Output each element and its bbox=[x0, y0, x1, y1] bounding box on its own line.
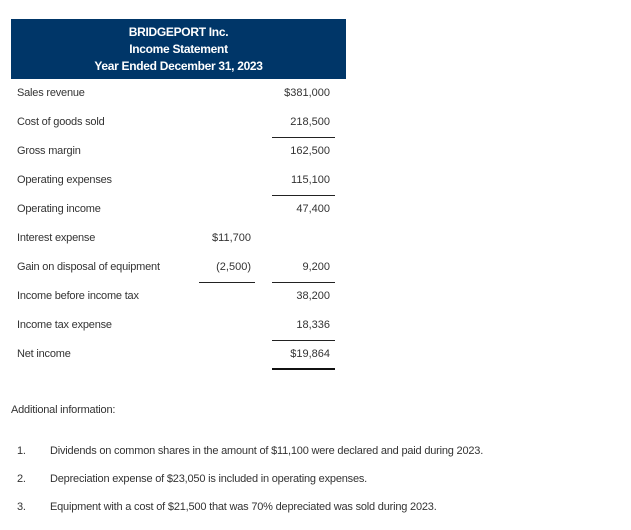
row-cost-of-goods-sold: Cost of goods sold 218,500 bbox=[0, 116, 360, 132]
subtotal-rule bbox=[272, 137, 335, 138]
item-number: 3. bbox=[17, 501, 26, 513]
row-total: $381,000 bbox=[284, 87, 330, 99]
row-label: Net income bbox=[17, 348, 71, 360]
statement-title: Income Statement bbox=[129, 42, 228, 56]
subtotal-rule bbox=[272, 195, 335, 196]
row-label: Gain on disposal of equipment bbox=[17, 261, 160, 273]
row-gain-on-disposal: Gain on disposal of equipment (2,500) 9,… bbox=[0, 261, 360, 277]
final-total-rule bbox=[272, 368, 335, 370]
row-operating-income: Operating income 47,400 bbox=[0, 203, 360, 219]
row-total: 47,400 bbox=[296, 203, 330, 215]
row-total: 115,100 bbox=[291, 174, 330, 186]
row-label: Operating expenses bbox=[17, 174, 112, 186]
item-number: 2. bbox=[17, 473, 26, 485]
row-total: 162,500 bbox=[290, 145, 330, 157]
row-total: 38,200 bbox=[296, 290, 330, 302]
additional-info-title: Additional information: bbox=[11, 404, 116, 416]
row-detail: (2,500) bbox=[216, 261, 251, 273]
row-label: Cost of goods sold bbox=[17, 116, 105, 128]
row-label: Income before income tax bbox=[17, 290, 139, 302]
item-text: Equipment with a cost of $21,500 that wa… bbox=[50, 501, 437, 513]
row-income-before-tax: Income before income tax 38,200 bbox=[0, 290, 360, 306]
item-text: Dividends on common shares in the amount… bbox=[50, 445, 484, 457]
row-sales-revenue: Sales revenue $381,000 bbox=[0, 87, 360, 103]
row-detail: $11,700 bbox=[212, 232, 251, 244]
row-total: $19,864 bbox=[290, 348, 330, 360]
statement-header: BRIDGEPORT Inc. Income Statement Year En… bbox=[11, 19, 346, 79]
subtotal-rule bbox=[272, 282, 335, 283]
row-total: 218,500 bbox=[290, 116, 330, 128]
statement-period: Year Ended December 31, 2023 bbox=[94, 59, 263, 73]
item-number: 1. bbox=[17, 445, 26, 457]
subtotal-rule bbox=[272, 340, 335, 341]
row-gross-margin: Gross margin 162,500 bbox=[0, 145, 360, 161]
row-total: 9,200 bbox=[302, 261, 330, 273]
row-total: 18,336 bbox=[296, 319, 330, 331]
row-interest-expense: Interest expense $11,700 bbox=[0, 232, 360, 248]
row-label: Interest expense bbox=[17, 232, 96, 244]
row-label: Gross margin bbox=[17, 145, 81, 157]
row-operating-expenses: Operating expenses 115,100 bbox=[0, 174, 360, 190]
item-text: Depreciation expense of $23,050 is inclu… bbox=[50, 473, 368, 485]
row-net-income: Net income $19,864 bbox=[0, 348, 360, 364]
row-label: Income tax expense bbox=[17, 319, 112, 331]
row-income-tax-expense: Income tax expense 18,336 bbox=[0, 319, 360, 335]
row-label: Sales revenue bbox=[17, 87, 85, 99]
detail-rule bbox=[199, 282, 255, 283]
row-label: Operating income bbox=[17, 203, 101, 215]
company-name: BRIDGEPORT Inc. bbox=[128, 25, 229, 39]
